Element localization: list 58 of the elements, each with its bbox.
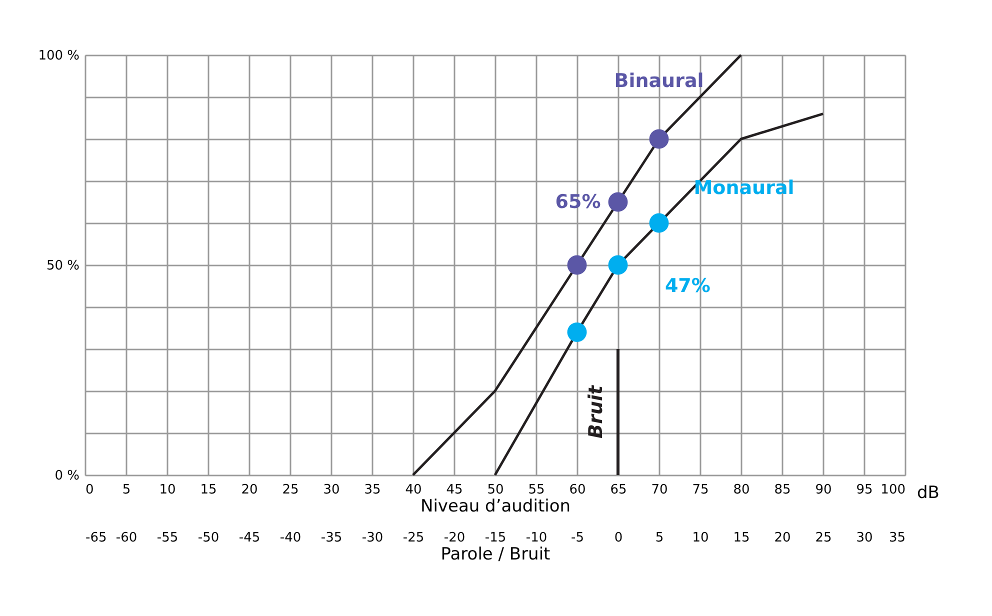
y-tick-label: 0 % bbox=[54, 468, 80, 484]
x-tick-label: 25 bbox=[282, 482, 299, 498]
x2-tick-label: 0 bbox=[614, 530, 623, 546]
point bbox=[649, 213, 669, 233]
point bbox=[608, 192, 628, 212]
x2-axis-title: Parole / Bruit bbox=[440, 544, 551, 564]
x2-tick-label: 5 bbox=[655, 530, 664, 546]
x-tick-label: 65 bbox=[610, 482, 627, 498]
x2-tick-label: -30 bbox=[362, 530, 384, 546]
point bbox=[567, 255, 587, 275]
x-tick-label: 80 bbox=[733, 482, 750, 498]
point bbox=[649, 129, 669, 149]
x-tick-label: 75 bbox=[692, 482, 709, 498]
x-tick-label: 40 bbox=[405, 482, 422, 498]
x-tick-label: 5 bbox=[122, 482, 131, 498]
x2-tick-label: -50 bbox=[198, 530, 220, 546]
x2-tick-label: -45 bbox=[238, 530, 260, 546]
y-tick-label: 100 % bbox=[38, 48, 80, 64]
ref-line-label: Bruit bbox=[585, 384, 607, 438]
point bbox=[567, 322, 587, 342]
x-tick-label: 85 bbox=[774, 482, 791, 498]
x2-tick-label: -25 bbox=[402, 530, 424, 546]
x-tick-label: 55 bbox=[528, 482, 545, 498]
x2-tick-label: -20 bbox=[444, 530, 466, 546]
x2-tick-label: -10 bbox=[526, 530, 548, 546]
x2-tick-label: 35 bbox=[888, 530, 906, 546]
x2-tick-label: 30 bbox=[856, 530, 873, 546]
x-axis-title: Niveau d’audition bbox=[420, 496, 571, 516]
x2-tick-label: -60 bbox=[116, 530, 138, 546]
x-tick-label: 70 bbox=[651, 482, 668, 498]
x2-tick-label: 25 bbox=[815, 530, 832, 546]
x-tick-label: 50 bbox=[487, 482, 504, 498]
x-tick-label: 30 bbox=[323, 482, 340, 498]
x-tick-label: 10 bbox=[159, 482, 176, 498]
x2-tick-label: -35 bbox=[320, 530, 342, 546]
x2-tick-label: -40 bbox=[280, 530, 302, 546]
x-tick-label: 45 bbox=[446, 482, 463, 498]
x-tick-label: 20 bbox=[241, 482, 258, 498]
x2-tick-label: -15 bbox=[484, 530, 506, 546]
x-tick-label: 100 bbox=[880, 482, 906, 498]
x-tick-label: 0 bbox=[86, 482, 94, 498]
series-label: Monaural bbox=[694, 177, 794, 199]
x2-tick-label: 10 bbox=[692, 530, 709, 546]
text: dB bbox=[917, 483, 940, 503]
x2-tick-label: -55 bbox=[156, 530, 178, 546]
line-series bbox=[494, 112, 824, 476]
x2-tick-label: -65 bbox=[86, 530, 107, 546]
y-tick-label: 50 % bbox=[46, 258, 80, 274]
x2-tick-label: 15 bbox=[733, 530, 750, 546]
point bbox=[608, 255, 628, 275]
x-tick-label: 35 bbox=[364, 482, 381, 498]
x2-tick-label: 20 bbox=[774, 530, 791, 546]
annotation: 47% bbox=[664, 275, 710, 297]
x2-tick-label: -5 bbox=[571, 530, 584, 546]
x-tick-label: 90 bbox=[815, 482, 832, 498]
x-tick-label: 95 bbox=[856, 482, 873, 498]
x-tick-label: 60 bbox=[569, 482, 586, 498]
x-tick-label: 15 bbox=[200, 482, 217, 498]
